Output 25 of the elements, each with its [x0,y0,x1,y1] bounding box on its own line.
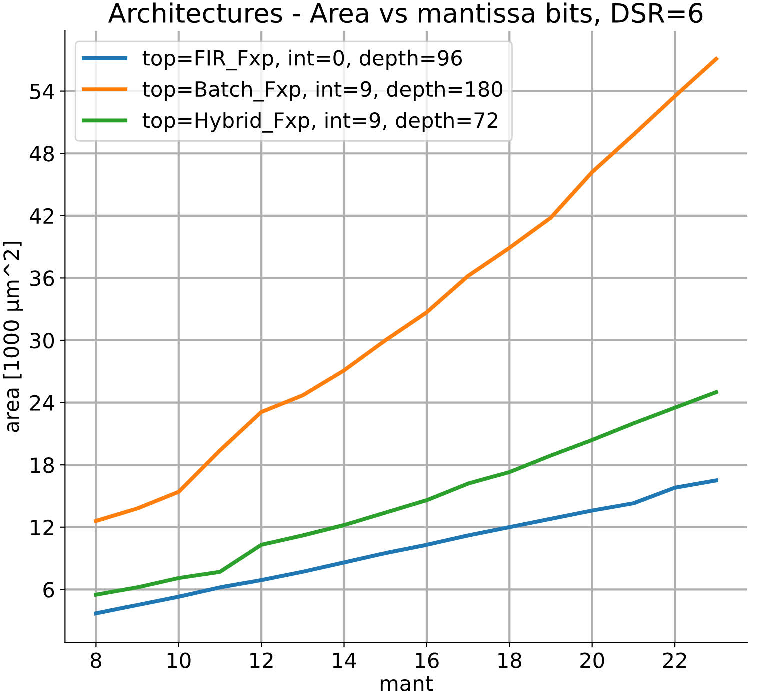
y-axis-title: area [1000 µm^2] [3,242,24,432]
legend-label: top=Batch_Fxp, int=9, depth=180 [142,81,503,102]
y-tick-label: 30 [30,332,54,349]
y-tick-label: 24 [30,395,54,411]
x-tick-label: 20 [580,652,604,668]
legend-label: top=Hybrid_Fxp, int=9, depth=72 [142,112,498,133]
x-tick-label: 22 [663,652,686,668]
chart-title: Architectures - Area vs mantissa bits, DSR=6 [108,2,703,26]
y-tick-label: 42 [30,208,54,224]
x-tick-label: 14 [333,652,356,668]
y-tick-label: 36 [30,270,54,286]
x-tick-label: 16 [416,652,439,668]
x-tick-label: 8 [90,652,102,668]
y-tick-label: 6 [44,582,54,598]
y-tick-label: 48 [30,146,54,162]
y-tick-label: 18 [31,458,54,474]
x-tick-label: 18 [498,652,522,668]
line-series [94,390,718,597]
x-axis-title: mant [380,676,434,691]
x-tick-label: 10 [168,652,191,668]
x-tick-label: 12 [250,652,273,668]
y-tick-label: 12 [31,520,54,536]
y-tick-label: 54 [30,84,54,100]
legend-label: top=FIR_Fxp, int=0, depth=96 [142,50,462,71]
line-series [94,478,718,616]
